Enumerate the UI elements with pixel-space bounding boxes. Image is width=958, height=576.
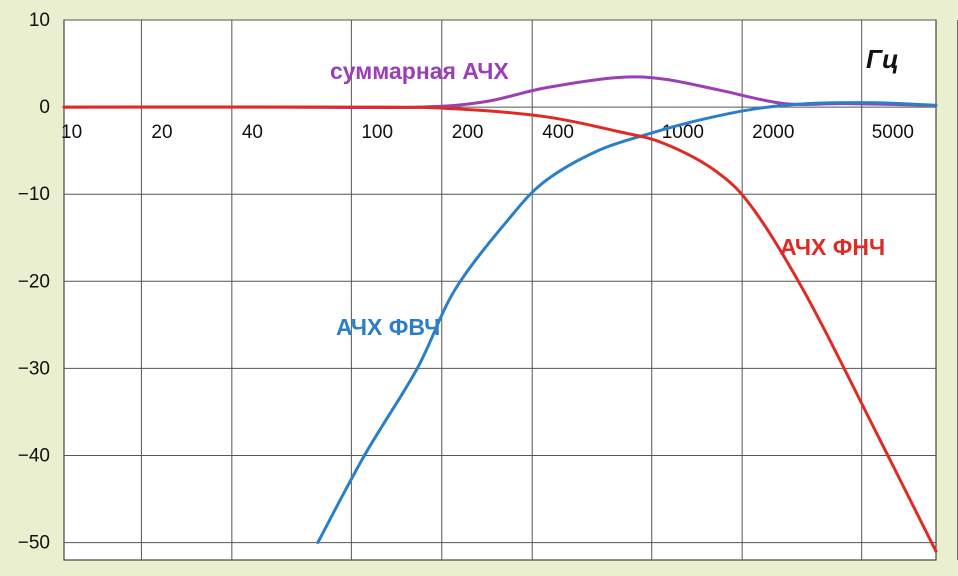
series-line-lowpass xyxy=(62,105,938,553)
series-label-highpass: АЧХ ФВЧ xyxy=(336,314,440,340)
series-line-highpass xyxy=(316,101,938,545)
x-axis-ticks: 10 20 40 100 200 400 1000 2000 5000 xyxy=(61,122,914,143)
x-tick-label: 200 xyxy=(452,122,484,143)
plot-area xyxy=(63,19,937,561)
x-tick-label: 10 xyxy=(61,122,82,143)
y-tick-label: 10 xyxy=(29,10,50,31)
y-tick-label: −20 xyxy=(18,271,50,292)
x-tick-label: 40 xyxy=(242,122,263,143)
series-lines xyxy=(62,75,938,553)
series-label-sum: суммарная АЧХ xyxy=(330,58,509,84)
series-labels: суммарная АЧХ АЧХ ФВЧ АЧХ ФНЧ xyxy=(330,58,885,340)
x-tick-label: 2000 xyxy=(752,122,794,143)
frequency-unit-label: Гц xyxy=(866,44,899,74)
x-tick-label: 5000 xyxy=(872,122,914,143)
series-label-lowpass: АЧХ ФНЧ xyxy=(780,234,885,260)
y-axis-ticks: 10 0 −10 −20 −30 −40 −50 xyxy=(18,10,50,554)
y-tick-label: −50 xyxy=(18,533,50,554)
y-tick-label: −40 xyxy=(18,445,50,466)
grid-lines xyxy=(64,19,958,560)
x-tick-label: 400 xyxy=(542,122,574,143)
y-tick-label: −30 xyxy=(18,358,50,379)
y-tick-label: −10 xyxy=(18,184,50,205)
y-tick-label: 0 xyxy=(39,97,50,118)
x-tick-label: 100 xyxy=(361,122,393,143)
x-tick-label: 20 xyxy=(151,122,172,143)
